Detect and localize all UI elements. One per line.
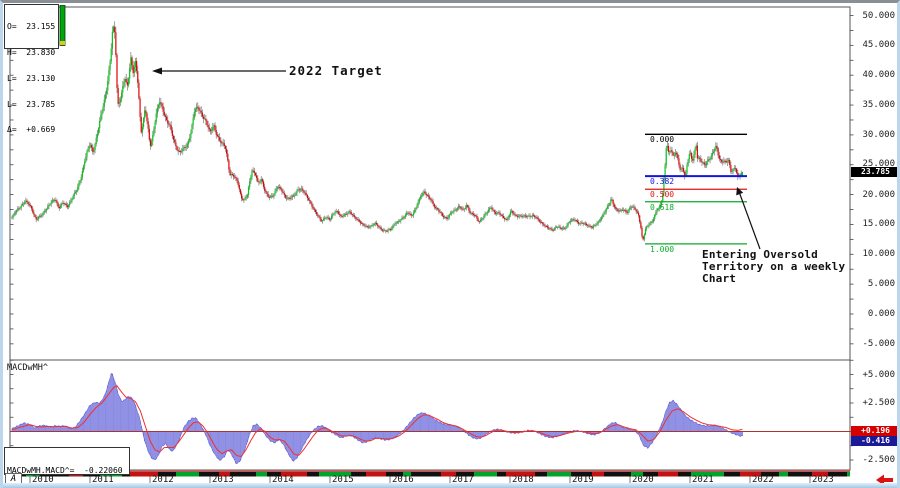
timeline-year-label: 2014 bbox=[272, 475, 294, 485]
quote-row-last: L= 23.785 bbox=[7, 99, 56, 109]
price-axis-label: 35.000 bbox=[862, 100, 895, 110]
timeline-year-label: 2022 bbox=[752, 475, 774, 485]
macd-axis-label: +2.500 bbox=[862, 398, 895, 408]
price-axis-label: 45.000 bbox=[862, 40, 895, 50]
timeline-year-label: 2010 bbox=[32, 475, 54, 485]
price-axis-label: 0.000 bbox=[867, 309, 895, 319]
macd-indicator-label: MACDwMH^ bbox=[7, 363, 48, 373]
timeline-year-label: 2019 bbox=[572, 475, 594, 485]
scroll-left-button[interactable] bbox=[875, 471, 895, 486]
price-axis-label: 25.000 bbox=[862, 159, 895, 169]
fib-level-label-0000: 0.000 bbox=[650, 135, 675, 145]
fib-level-label-0382: 0.382 bbox=[650, 177, 675, 187]
timeline-year-label: 2011 bbox=[92, 475, 114, 485]
timeline-year-label: 2015 bbox=[332, 475, 354, 485]
timeline-year-label: 2021 bbox=[692, 475, 714, 485]
timeline-year-label: 2013 bbox=[212, 475, 234, 485]
last-price-tag: 23.785 bbox=[851, 167, 897, 177]
macd-axis-label: -2.500 bbox=[862, 455, 895, 465]
timeline-year-label: 2016 bbox=[392, 475, 414, 485]
price-axis-label: 5.000 bbox=[867, 279, 895, 289]
timeline-year-label: 2018 bbox=[512, 475, 534, 485]
price-axis-label: 30.000 bbox=[862, 130, 895, 140]
quote-row-open: O= 23.155 bbox=[7, 22, 56, 32]
price-axis-label: 40.000 bbox=[862, 70, 895, 80]
price-axis-label: 20.000 bbox=[862, 190, 895, 200]
window-resize-bar bbox=[3, 483, 897, 488]
quote-row-high: H= 23.830 bbox=[7, 47, 56, 57]
timeline-year-label: 2023 bbox=[812, 475, 834, 485]
annotation-oversold: Entering Oversold Territory on a weekly … bbox=[702, 248, 846, 285]
timeline-year-label: 2020 bbox=[632, 475, 654, 485]
timeline-year-label: 2017 bbox=[452, 475, 474, 485]
fib-level-label-0500: 0.500 bbox=[650, 190, 675, 200]
fib-level-label-0618: 0.618 bbox=[650, 202, 675, 212]
quote-row-low: L= 23.130 bbox=[7, 73, 56, 83]
price-axis-label: 10.000 bbox=[862, 249, 895, 259]
price-axis-label: 15.000 bbox=[862, 219, 895, 229]
price-axis-label: -5.000 bbox=[862, 339, 895, 349]
macd-info-box: MACDwMH.MACD^= -0.22060 MACDwMH.MACDA^= … bbox=[4, 447, 130, 475]
macd-value-row: MACDwMH.MACD^= -0.22060 bbox=[7, 465, 123, 475]
annotation-2022-target: 2022 Target bbox=[289, 63, 383, 78]
quote-box: O= 23.155 H= 23.830 L= 23.130 L= 23.785 … bbox=[4, 4, 59, 134]
price-axis-label: 50.000 bbox=[862, 11, 895, 21]
timeline-year-label: 2012 bbox=[152, 475, 174, 485]
fib-level-label-1000: 1.000 bbox=[650, 244, 675, 254]
chart-canvas[interactable] bbox=[3, 3, 900, 488]
left-arrow-icon bbox=[876, 474, 893, 486]
macd-signal-tag: +0.196 bbox=[851, 426, 897, 436]
macd-axis-label: +5.000 bbox=[862, 370, 895, 380]
macd-hist-tag: -0.416 bbox=[851, 435, 897, 446]
quote-row-change: Δ= +0.669 bbox=[7, 125, 56, 135]
